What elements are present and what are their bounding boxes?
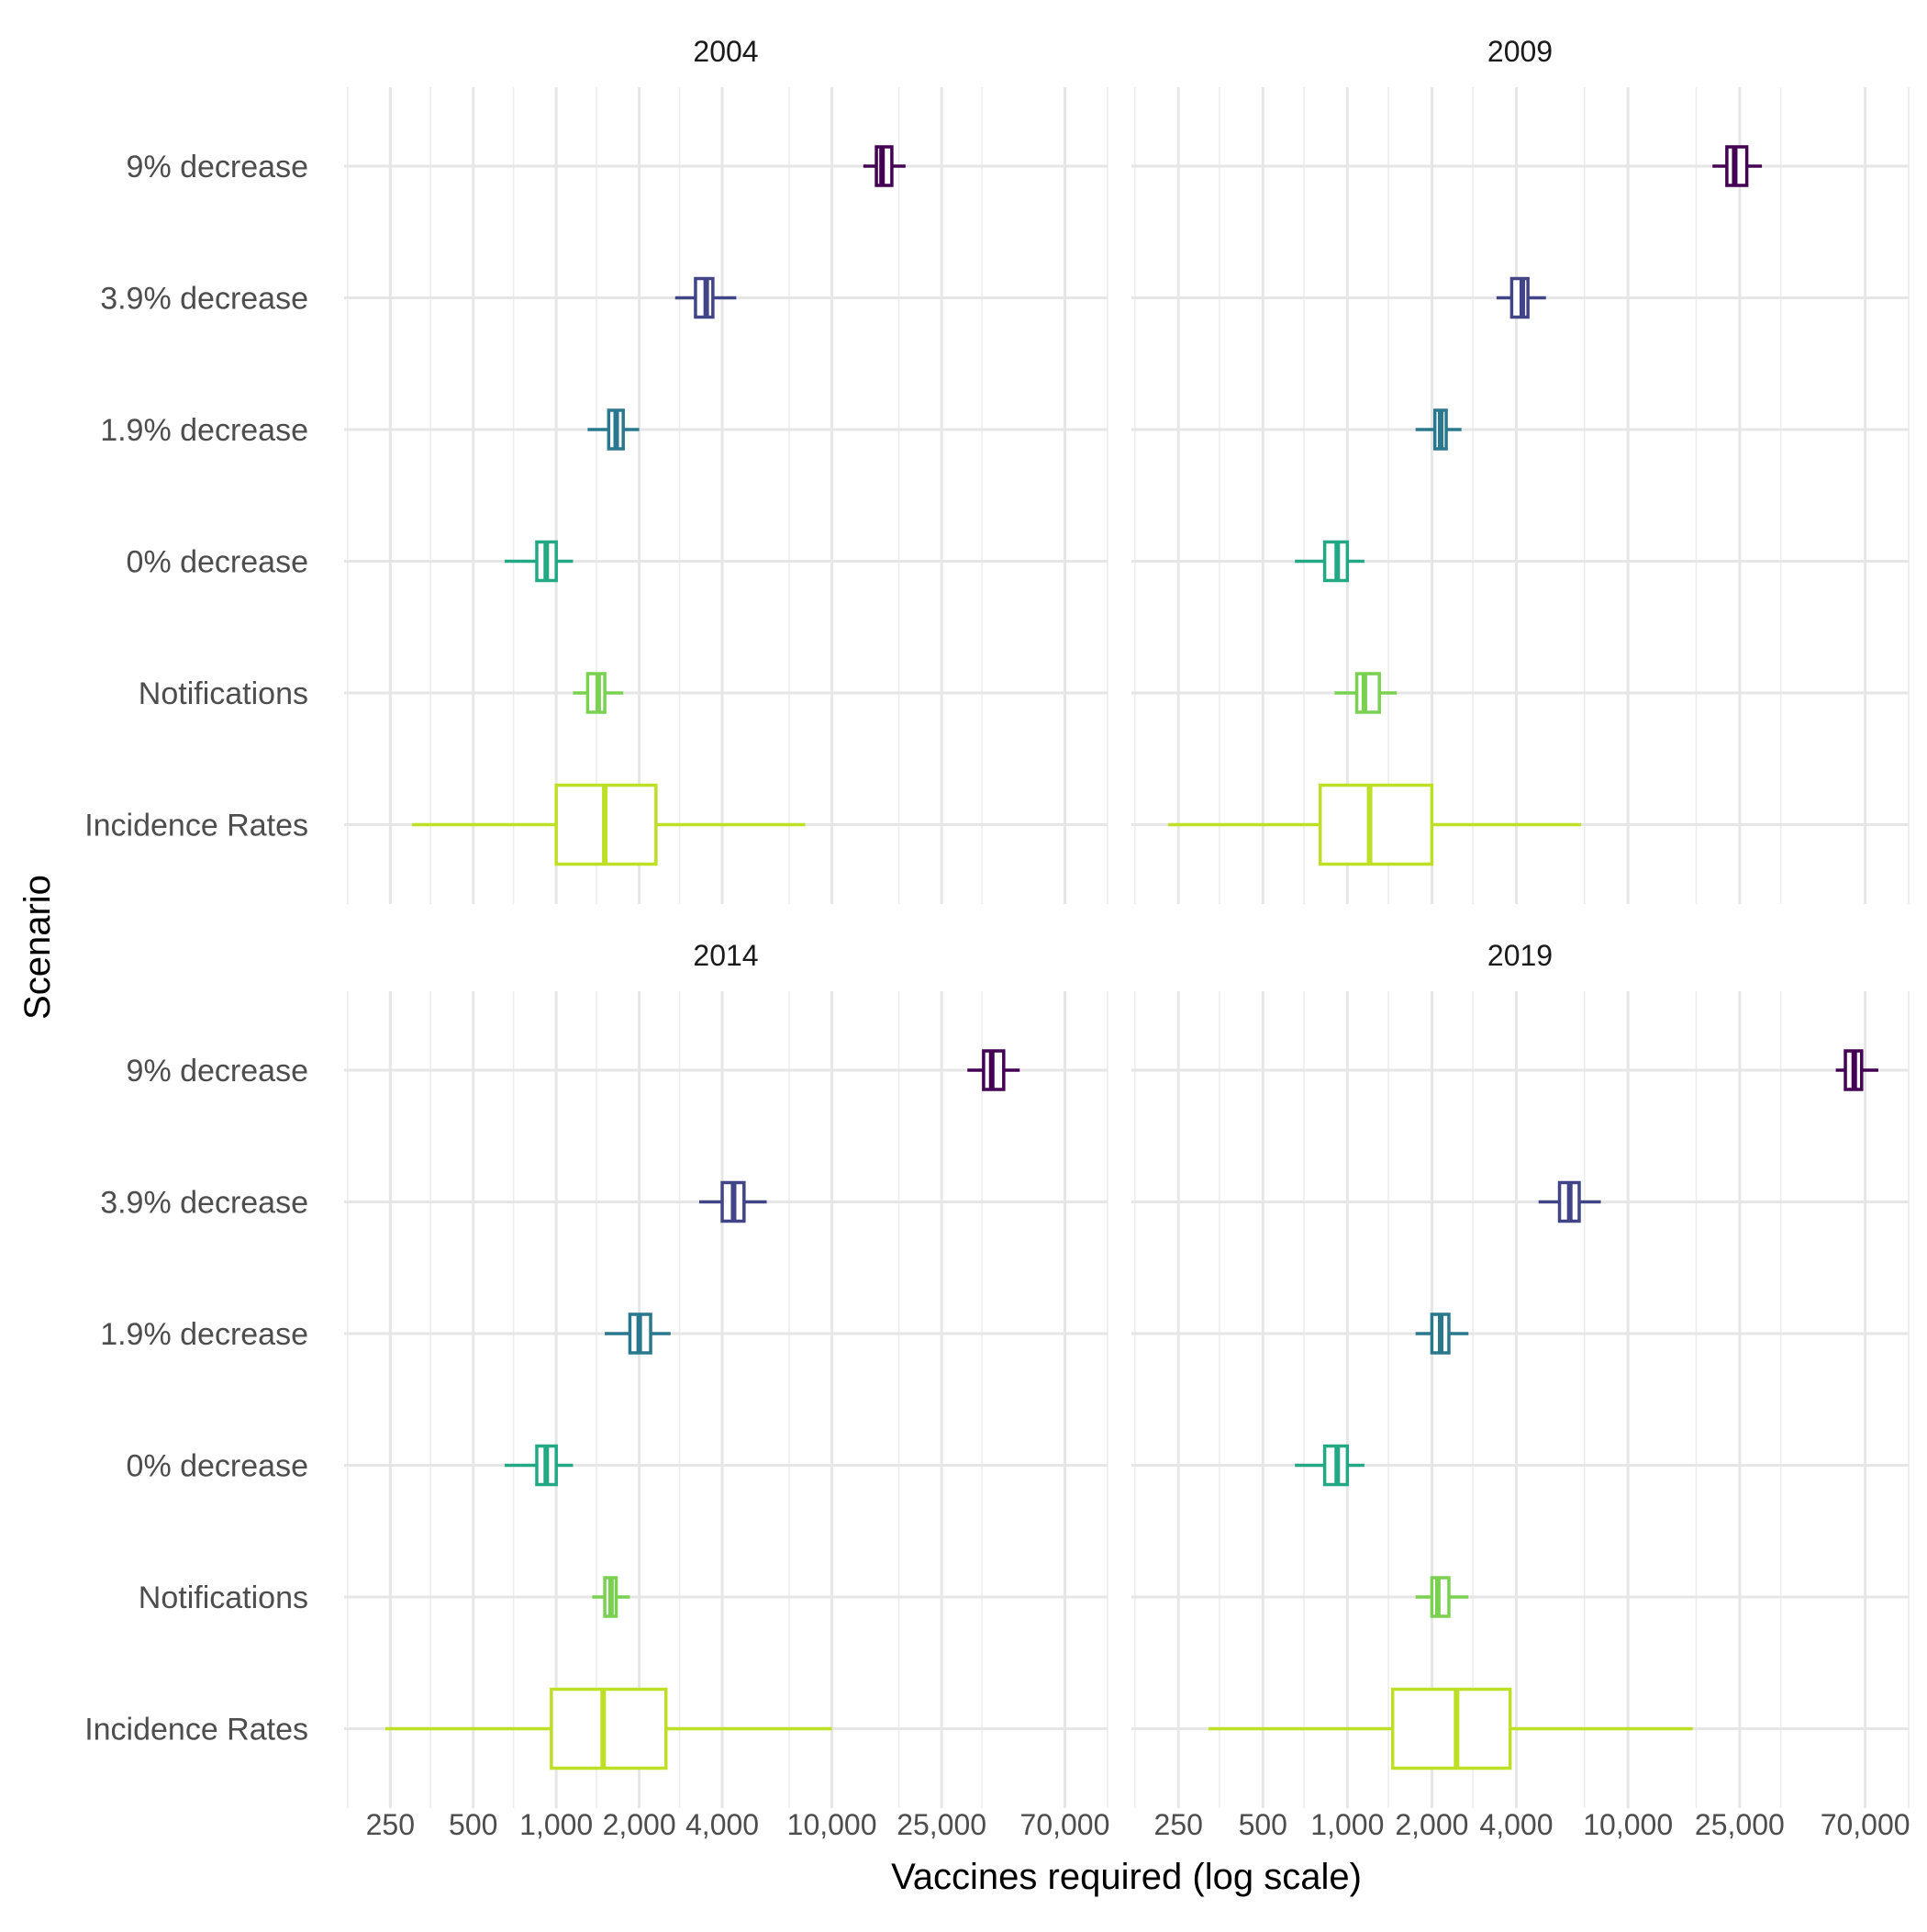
boxplot — [1835, 1049, 1878, 1091]
x-tick-label: 70,000 — [1821, 1808, 1910, 1841]
boxplot — [504, 1444, 574, 1487]
x-tick-label: 10,000 — [1583, 1808, 1673, 1841]
boxplot — [1295, 540, 1364, 583]
boxplot — [1538, 1180, 1601, 1223]
x-tick-label: 70,000 — [1020, 1808, 1110, 1841]
x-tick-label: 2,000 — [1395, 1808, 1468, 1841]
panel-2014-boxes — [384, 1049, 1020, 1770]
boxplot — [674, 276, 737, 319]
x-tick-label: 500 — [1239, 1808, 1287, 1841]
boxplot — [1334, 672, 1398, 714]
boxplot — [1415, 408, 1462, 451]
panel-2009-boxes — [1168, 145, 1763, 866]
x-tick-label: 10,000 — [787, 1808, 877, 1841]
boxplot — [1295, 1444, 1364, 1487]
y-tick-label: 9% decrease — [127, 150, 308, 184]
panel-title-2004: 2004 — [693, 35, 758, 68]
x-tick-label: 25,000 — [897, 1808, 986, 1841]
x-tick-label: 1,000 — [519, 1808, 593, 1841]
boxplot — [1496, 276, 1546, 319]
x-tick-label: 2,000 — [603, 1808, 676, 1841]
panel-2014-grid — [344, 991, 1108, 1808]
y-tick-label: 1.9% decrease — [100, 413, 308, 448]
y-tick-label: 3.9% decrease — [100, 282, 308, 317]
iqr-box — [550, 1687, 668, 1770]
gridlines-layer — [344, 87, 1910, 1808]
panel-title-2019: 2019 — [1487, 939, 1553, 972]
boxplot — [573, 672, 624, 714]
y-tick-label: 9% decrease — [127, 1054, 308, 1089]
x-tick-label: 250 — [366, 1808, 415, 1841]
panel-title-2009: 2009 — [1487, 35, 1553, 68]
iqr-box — [1318, 783, 1434, 866]
y-tick-label: Incidence Rates — [84, 809, 308, 843]
x-tick-label: 25,000 — [1695, 1808, 1785, 1841]
x-tick-label: 4,000 — [685, 1808, 759, 1841]
boxplot — [412, 783, 806, 866]
panel-2009-grid — [1131, 87, 1910, 904]
panel-2019-boxes — [1209, 1049, 1878, 1770]
panel-title-2014: 2014 — [693, 939, 758, 972]
panel-2019-grid — [1131, 991, 1910, 1808]
iqr-box — [1390, 1687, 1512, 1770]
boxes-layer — [384, 145, 1878, 1770]
panel-2004-boxes — [412, 145, 906, 866]
boxplot — [587, 408, 640, 451]
y-axis-title: Scenario — [17, 875, 58, 1020]
y-tick-label: 0% decrease — [127, 1449, 308, 1484]
boxplot — [1168, 783, 1581, 866]
y-tick-label: Notifications — [139, 1580, 308, 1615]
boxplot — [1415, 1576, 1469, 1618]
boxplot — [1415, 1312, 1469, 1355]
boxplot — [1712, 145, 1763, 187]
y-tick-label: 1.9% decrease — [100, 1317, 308, 1352]
y-tick-label: 3.9% decrease — [100, 1186, 308, 1221]
boxplot — [592, 1576, 630, 1618]
x-tick-label: 4,000 — [1479, 1808, 1553, 1841]
y-tick-label: Notifications — [139, 676, 308, 711]
x-tick-label: 500 — [449, 1808, 497, 1841]
x-tick-label: 250 — [1154, 1808, 1203, 1841]
panel-2004-grid — [344, 87, 1108, 904]
boxplot — [605, 1312, 671, 1355]
y-tick-label: 0% decrease — [127, 545, 308, 580]
labels-layer: 2004 9% decrease 3.9% decrease 1.9% decreas… — [84, 35, 1910, 1841]
boxplot — [698, 1180, 767, 1223]
boxplot — [1209, 1687, 1693, 1770]
y-tick-label: Incidence Rates — [84, 1713, 308, 1748]
boxplot — [504, 540, 574, 583]
boxplot — [967, 1049, 1020, 1091]
x-tick-label: 1,000 — [1310, 1808, 1384, 1841]
x-axis-title: Vaccines required (log scale) — [891, 1857, 1362, 1897]
boxplot — [863, 145, 906, 187]
iqr-box — [1354, 672, 1381, 714]
boxplot — [384, 1687, 832, 1770]
